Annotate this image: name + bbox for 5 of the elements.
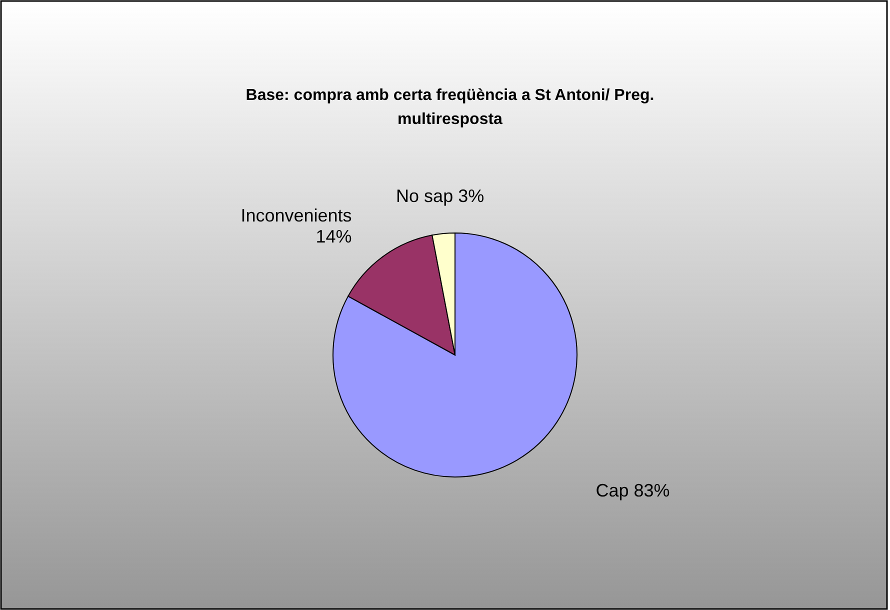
slice-label: Cap 83% [596, 480, 670, 500]
slice-label: No sap 3% [396, 186, 484, 206]
slice-label: Inconvenients [240, 205, 352, 226]
chart-title: Base: compra amb certa freqüència a St Antoni/ Preg. multiresposta [246, 87, 654, 128]
data-label: 14% [316, 226, 352, 246]
